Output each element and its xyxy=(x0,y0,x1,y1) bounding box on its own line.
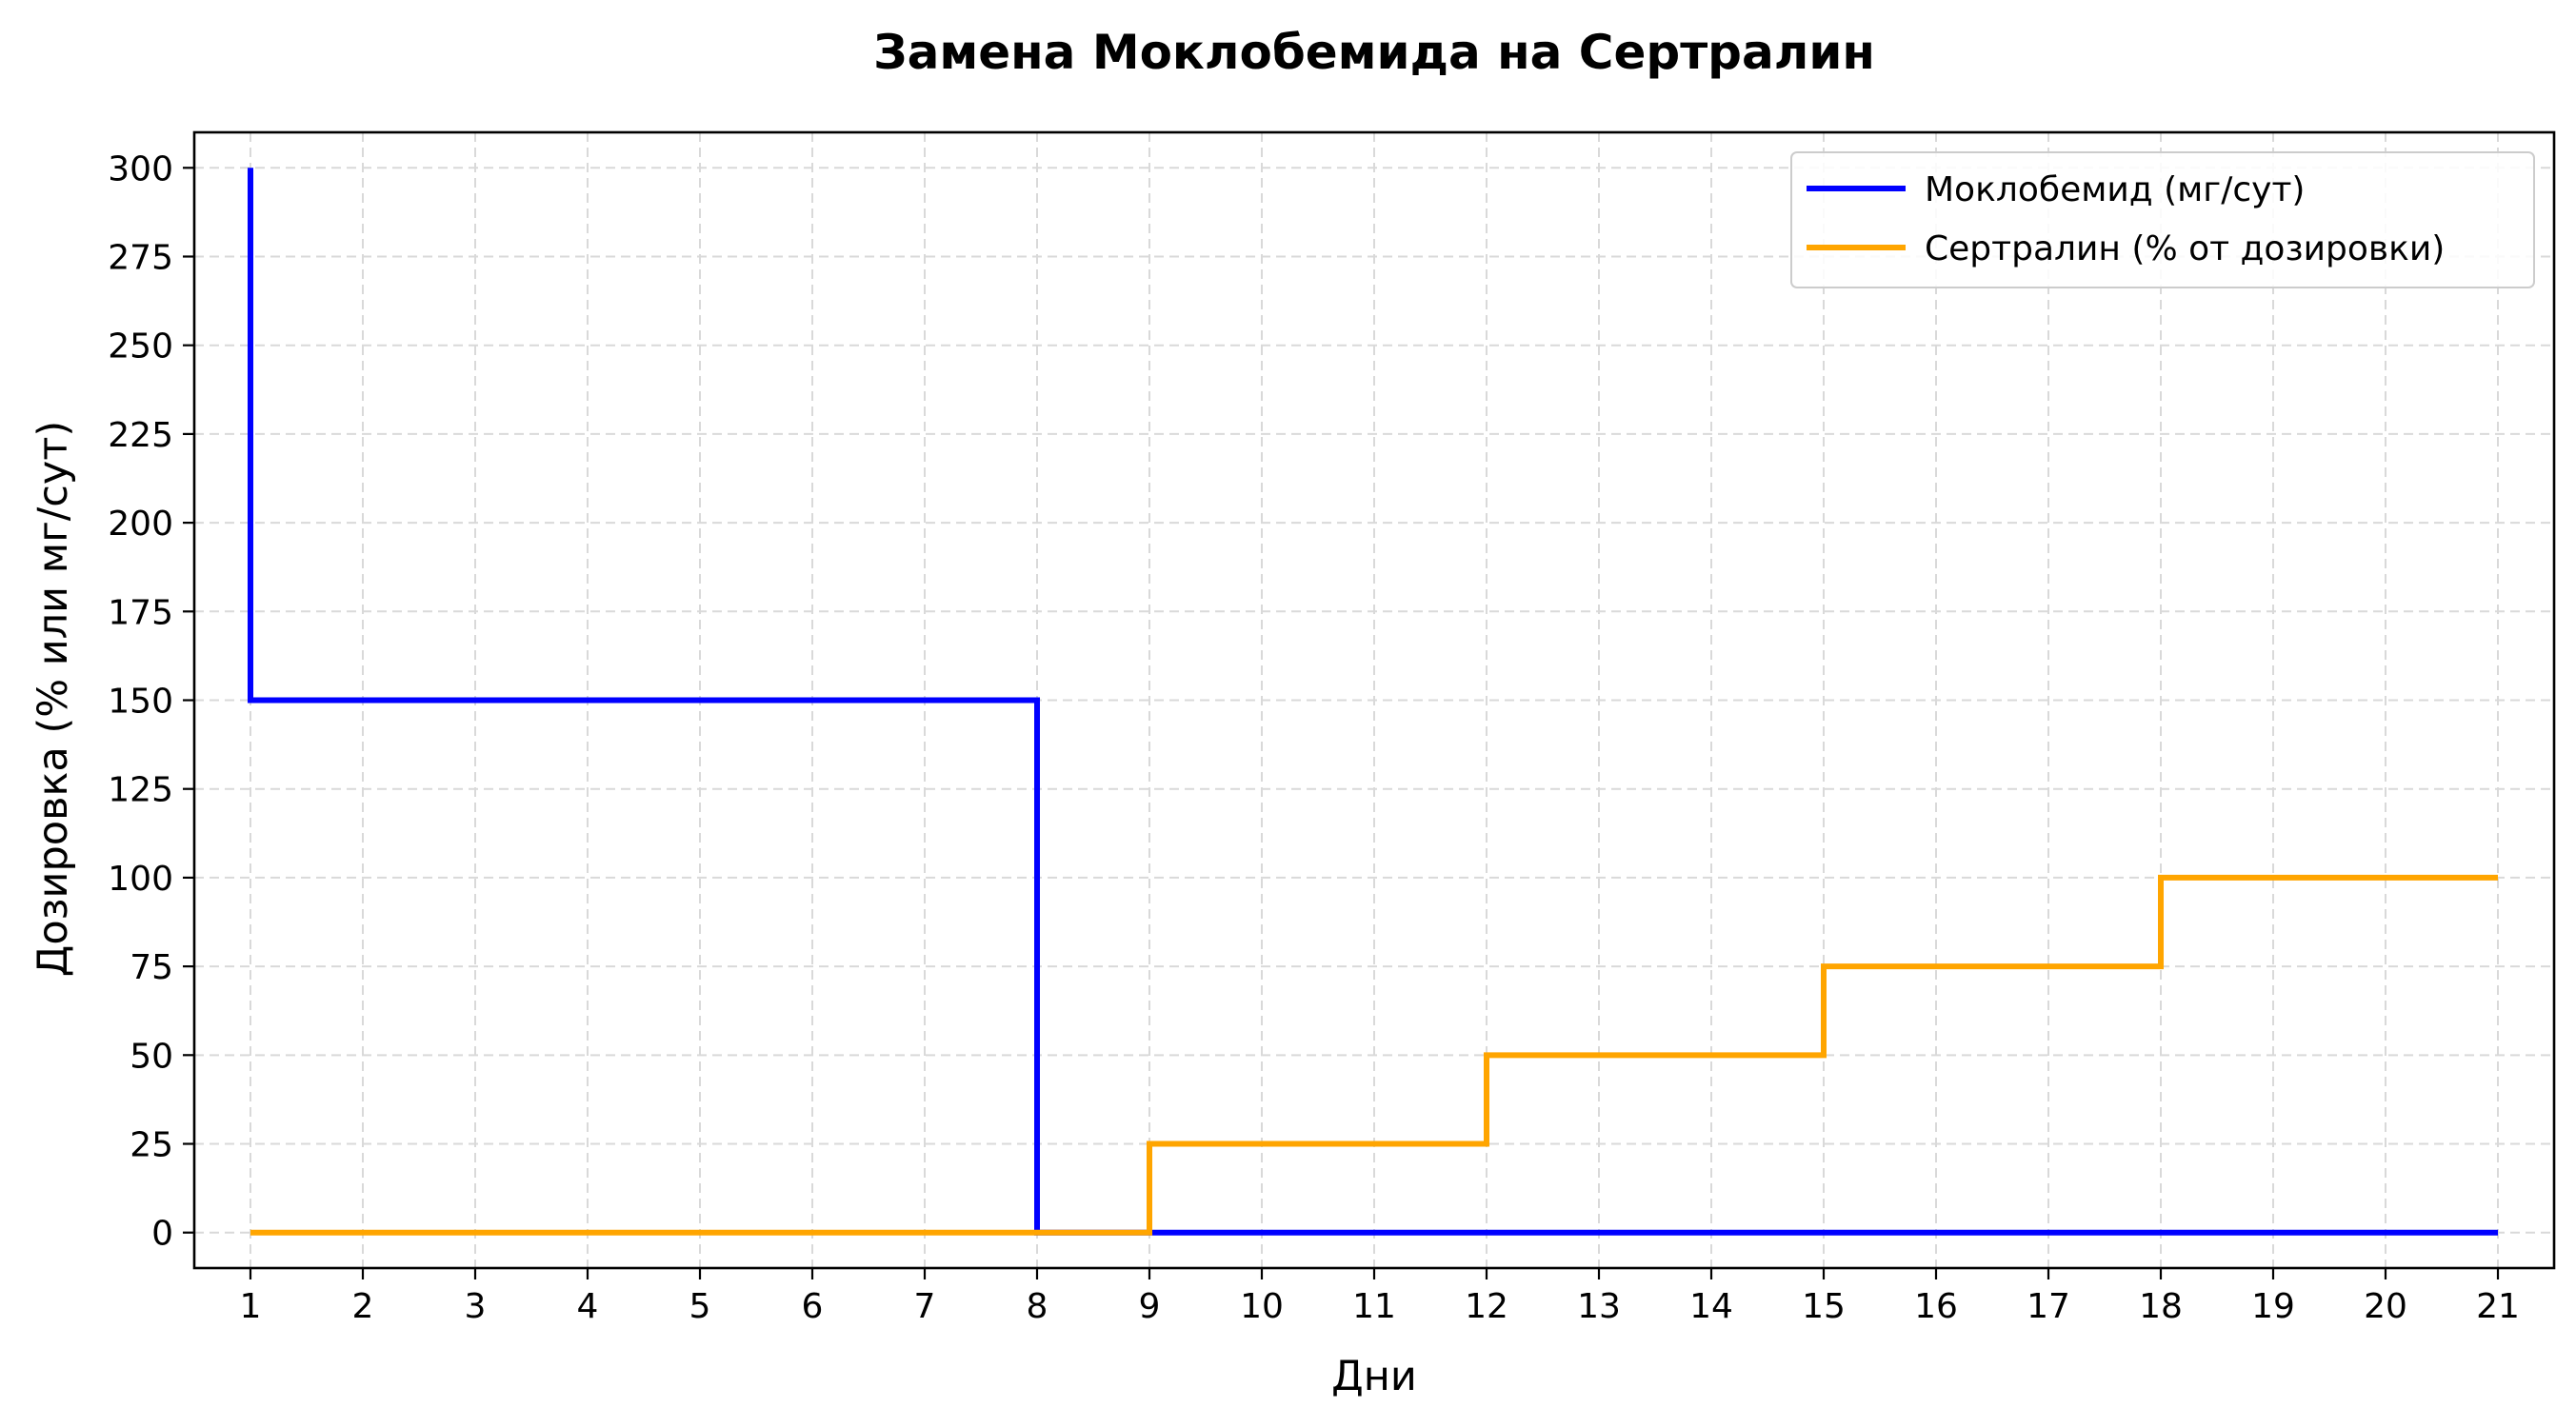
x-tick-label: 17 xyxy=(2027,1287,2070,1326)
x-tick-label: 10 xyxy=(1240,1287,1284,1326)
y-tick-label: 225 xyxy=(108,416,173,455)
x-tick-label: 18 xyxy=(2139,1287,2183,1326)
series-line-1 xyxy=(250,874,2498,1236)
x-axis-label: Дни xyxy=(1331,1353,1417,1400)
x-tick-label: 20 xyxy=(2364,1287,2407,1326)
y-tick-label: 125 xyxy=(108,771,173,810)
x-tick-label: 8 xyxy=(1027,1287,1048,1326)
x-tick-label: 5 xyxy=(689,1287,711,1326)
x-tick-label: 15 xyxy=(1802,1287,1846,1326)
y-tick-label: 200 xyxy=(108,505,173,544)
x-tick-label: 11 xyxy=(1352,1287,1396,1326)
legend: Моклобемид (мг/сут) Сертралин (% от дозир… xyxy=(1790,151,2535,288)
y-axis-label: Дозировка (% или мг/сут) xyxy=(30,421,77,977)
y-tick-label: 175 xyxy=(108,593,173,632)
y-tick-label: 100 xyxy=(108,860,173,899)
y-tick-label: 300 xyxy=(108,149,173,188)
x-tick-label: 1 xyxy=(240,1287,262,1326)
x-tick-label: 3 xyxy=(465,1287,487,1326)
y-tick-label: 75 xyxy=(130,948,173,987)
legend-label-0: Моклобемид (мг/сут) xyxy=(1925,170,2305,209)
x-tick-label: 16 xyxy=(1914,1287,1958,1326)
y-tick-label: 0 xyxy=(151,1215,173,1254)
series-layer xyxy=(248,168,2498,1236)
x-tick-label: 9 xyxy=(1139,1287,1161,1326)
legend-label-1: Сертралин (% от дозировки) xyxy=(1925,229,2445,268)
y-tick-label: 50 xyxy=(130,1037,173,1076)
series-line-0 xyxy=(248,168,2498,1236)
x-tick-label: 13 xyxy=(1577,1287,1621,1326)
x-tick-label: 12 xyxy=(1465,1287,1508,1326)
chart-title: Замена Моклобемида на Сертралин xyxy=(873,25,1875,80)
y-tick-label: 25 xyxy=(130,1126,173,1165)
x-tick-label: 19 xyxy=(2251,1287,2295,1326)
x-tick-label: 2 xyxy=(352,1287,374,1326)
y-tick-label: 250 xyxy=(108,327,173,367)
y-tick-label: 150 xyxy=(108,683,173,722)
y-tick-label: 275 xyxy=(108,238,173,277)
tick-layer: 1 2 3 4 5 6 7 8 9 10 11 12 13 14 15 16 17 18 19 20 210255075… xyxy=(108,149,2520,1326)
x-tick-label: 4 xyxy=(577,1287,599,1326)
legend-frame xyxy=(1790,151,2535,288)
x-tick-label: 21 xyxy=(2476,1287,2520,1326)
x-tick-label: 7 xyxy=(914,1287,936,1326)
x-tick-label: 6 xyxy=(802,1287,824,1326)
x-tick-label: 14 xyxy=(1689,1287,1733,1326)
